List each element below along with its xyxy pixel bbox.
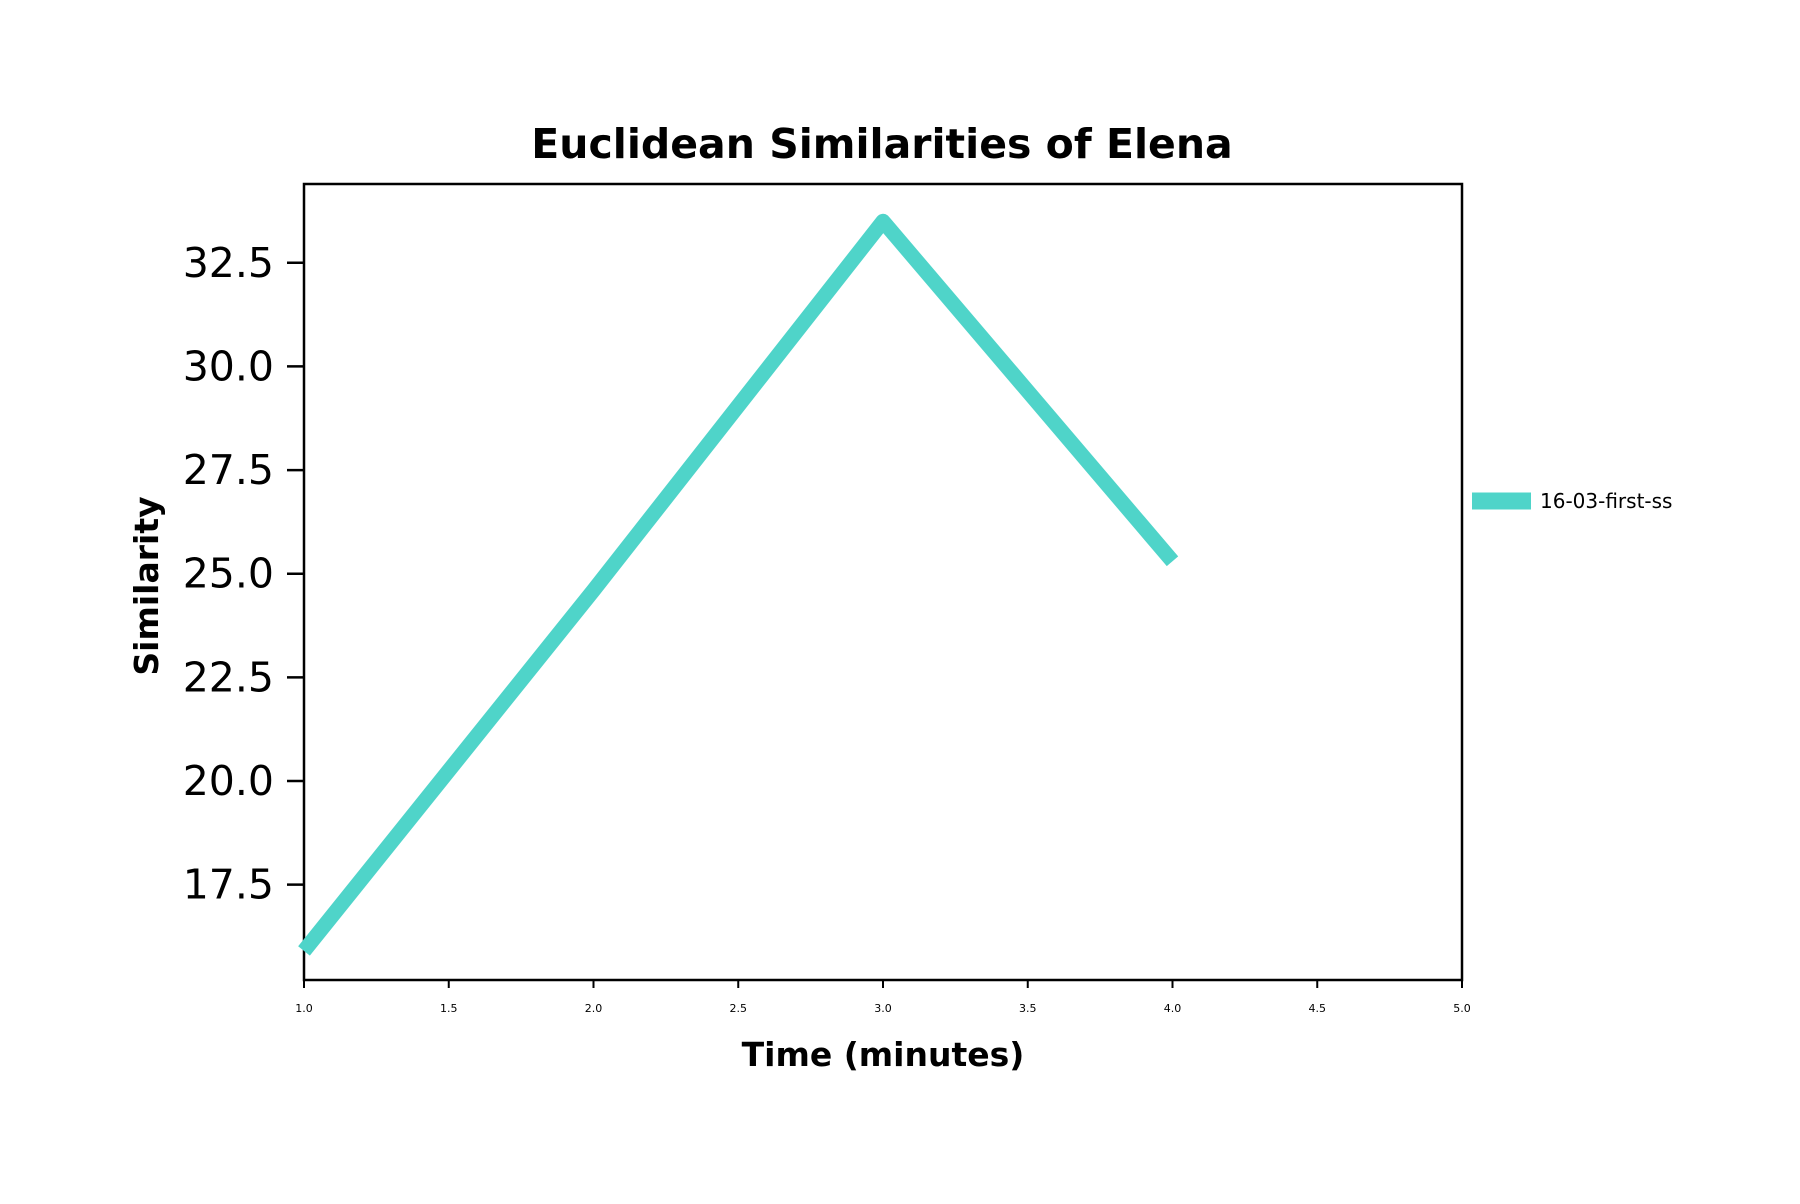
x-tick-label: 3.5 xyxy=(1019,1002,1037,1015)
y-axis-ticks: 17.5 20.0 22.5 25.0 27.5 30.0 32.5 xyxy=(183,239,304,909)
y-tick-label: 20.0 xyxy=(183,757,274,805)
series-line xyxy=(298,213,1179,956)
plot-area-frame xyxy=(302,182,1464,982)
x-axis-label: Time (minutes) xyxy=(742,1035,1025,1074)
legend: 16-03-first-ss xyxy=(1472,489,1672,513)
x-tick-label: 4.0 xyxy=(1164,1002,1182,1015)
x-tick-label: 4.5 xyxy=(1309,1002,1327,1015)
x-tick-label: 2.5 xyxy=(730,1002,748,1015)
y-tick-label: 25.0 xyxy=(183,550,274,598)
y-axis-label: Similarity xyxy=(127,496,166,675)
x-tick-label: 5.0 xyxy=(1453,1002,1471,1015)
y-tick-label: 32.5 xyxy=(183,239,274,287)
series-layer xyxy=(298,213,1179,956)
y-tick-label: 30.0 xyxy=(183,342,274,390)
y-tick-label: 17.5 xyxy=(183,861,274,909)
x-tick-label: 2.0 xyxy=(585,1002,603,1015)
legend-label: 16-03-first-ss xyxy=(1540,489,1672,513)
y-tick-label: 22.5 xyxy=(183,653,274,701)
x-tick-label: 1.5 xyxy=(440,1002,458,1015)
y-tick-label: 27.5 xyxy=(183,446,274,494)
x-axis-ticks: 1.0 1.5 2.0 2.5 3.0 3.5 4.0 4.5 5.0 xyxy=(295,980,1471,1015)
chart-title: Euclidean Similarities of Elena xyxy=(531,120,1232,168)
x-tick-label: 3.0 xyxy=(874,1002,892,1015)
x-tick-label: 1.0 xyxy=(295,1002,313,1015)
